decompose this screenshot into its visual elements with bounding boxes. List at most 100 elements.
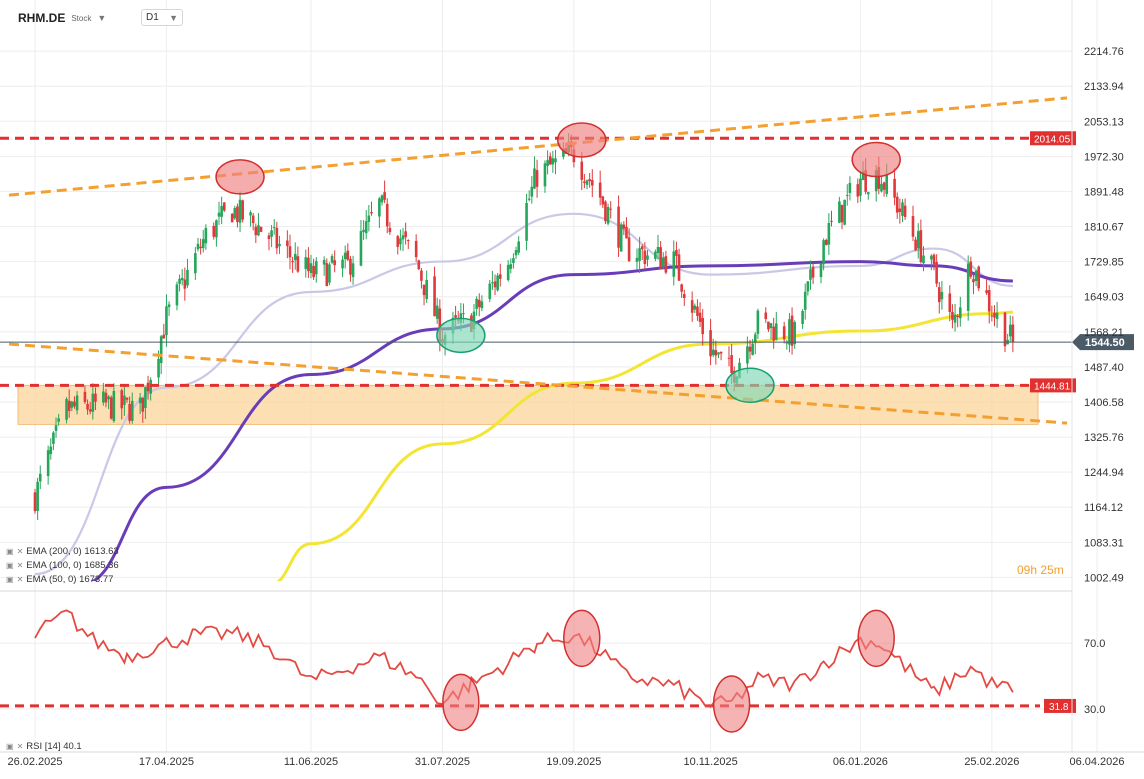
close-icon[interactable]: ✕ bbox=[16, 742, 24, 751]
rsi-marker-ellipse bbox=[563, 609, 601, 668]
candle-body bbox=[951, 311, 954, 320]
candle bbox=[70, 400, 74, 412]
candle bbox=[827, 213, 831, 255]
candle bbox=[664, 250, 668, 275]
candle-body bbox=[782, 326, 786, 340]
level-lines: 2014.05 1444.81 1544.50 bbox=[0, 96, 1134, 425]
timeframe-select[interactable]: D1 ▼ bbox=[141, 9, 183, 26]
candle-body bbox=[580, 161, 584, 180]
candle bbox=[656, 234, 660, 260]
candle bbox=[995, 301, 999, 328]
candle-body bbox=[94, 393, 97, 402]
candle bbox=[772, 317, 775, 349]
candle-body bbox=[843, 199, 846, 225]
y-tick-label: 1568.21 bbox=[1084, 327, 1124, 339]
candle-body bbox=[167, 304, 171, 308]
candle-body bbox=[793, 322, 796, 345]
candle bbox=[803, 283, 807, 320]
symbol-dropdown-icon[interactable]: ▼ bbox=[97, 13, 107, 23]
x-tick-label: 06.04.2026 bbox=[1069, 756, 1124, 768]
candle-body bbox=[157, 358, 160, 378]
close-icon[interactable]: ✕ bbox=[16, 547, 24, 556]
candle bbox=[38, 465, 42, 490]
candle-body bbox=[919, 230, 923, 263]
candle-body bbox=[125, 397, 129, 400]
candle-body bbox=[146, 382, 150, 392]
candle-body bbox=[638, 248, 641, 261]
candle bbox=[993, 305, 996, 327]
candle-body bbox=[801, 310, 804, 325]
candle-body bbox=[609, 208, 612, 210]
candle-body bbox=[86, 403, 89, 410]
candle bbox=[635, 248, 639, 271]
y-tick-label: 2214.76 bbox=[1084, 46, 1124, 58]
candle bbox=[661, 252, 665, 270]
candle-body bbox=[312, 265, 315, 278]
candle bbox=[343, 245, 347, 269]
eye-icon[interactable]: ▣ bbox=[6, 561, 14, 570]
candle bbox=[420, 268, 423, 289]
candle-body bbox=[514, 250, 518, 256]
candle-body bbox=[959, 307, 962, 319]
candle bbox=[806, 281, 810, 296]
candle-body bbox=[401, 235, 405, 240]
candle-body bbox=[222, 202, 226, 211]
candle-body bbox=[914, 239, 917, 251]
eye-icon[interactable]: ▣ bbox=[6, 742, 14, 751]
candle bbox=[937, 281, 941, 314]
candle bbox=[46, 445, 50, 485]
candle bbox=[590, 169, 594, 197]
candle bbox=[475, 296, 478, 316]
candle-body bbox=[543, 163, 547, 187]
candle bbox=[73, 396, 76, 409]
level-label-bg bbox=[1030, 131, 1076, 146]
candle bbox=[819, 263, 823, 284]
candle-body bbox=[966, 263, 970, 311]
candle bbox=[698, 302, 702, 328]
eye-icon[interactable]: ▣ bbox=[6, 547, 14, 556]
candle bbox=[88, 401, 92, 415]
candle bbox=[588, 172, 591, 188]
candle-body bbox=[36, 481, 39, 511]
marker-ellipse bbox=[215, 159, 265, 195]
candle-body bbox=[690, 300, 694, 313]
candle bbox=[186, 258, 189, 288]
candle-body bbox=[270, 230, 273, 237]
y-tick-label: 1810.67 bbox=[1084, 222, 1124, 234]
candle bbox=[422, 284, 426, 306]
candle bbox=[514, 246, 518, 259]
candle-body bbox=[201, 239, 205, 249]
candle bbox=[1008, 315, 1012, 343]
candle-body bbox=[128, 404, 131, 421]
candle bbox=[643, 242, 647, 270]
candle bbox=[220, 196, 223, 225]
candle bbox=[477, 293, 481, 317]
candle-body bbox=[985, 290, 988, 294]
candle-body bbox=[267, 235, 271, 240]
candle-body bbox=[675, 249, 678, 256]
candle bbox=[640, 244, 644, 261]
legend-ema50[interactable]: ▣ ✕ EMA (50, 0) 1673.77 bbox=[6, 574, 113, 585]
candle bbox=[378, 196, 381, 228]
eye-icon[interactable]: ▣ bbox=[6, 575, 14, 584]
candle bbox=[257, 213, 260, 237]
candle-body bbox=[65, 398, 68, 420]
candle-body bbox=[1011, 324, 1015, 343]
candle-body bbox=[916, 231, 920, 249]
candle bbox=[399, 229, 402, 251]
y-tick-label: 1649.03 bbox=[1084, 292, 1124, 304]
legend-ema200[interactable]: ▣ ✕ EMA (200, 0) 1613.63 bbox=[6, 546, 119, 557]
symbol-type: Stock bbox=[71, 13, 92, 23]
close-icon[interactable]: ✕ bbox=[16, 561, 24, 570]
candle bbox=[364, 210, 368, 240]
symbol-name[interactable]: RHM.DE bbox=[18, 11, 66, 25]
candle-body bbox=[977, 266, 981, 289]
candle bbox=[987, 285, 991, 324]
legend-ema100[interactable]: ▣ ✕ EMA (100, 0) 1685.36 bbox=[6, 560, 119, 571]
legend-rsi[interactable]: ▣ ✕ RSI [14] 40.1 bbox=[6, 741, 82, 752]
candle bbox=[396, 234, 400, 255]
close-icon[interactable]: ✕ bbox=[16, 575, 24, 584]
candle bbox=[222, 202, 226, 213]
candle-body bbox=[885, 174, 889, 194]
